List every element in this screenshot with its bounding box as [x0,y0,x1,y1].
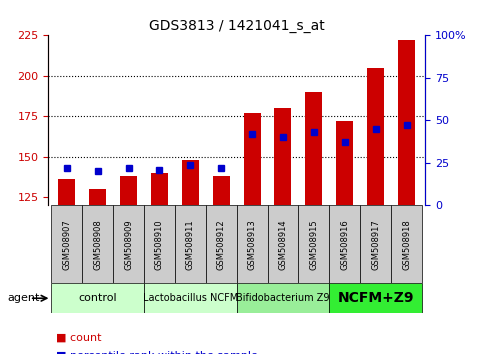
Bar [274,108,291,205]
Bar [213,176,230,205]
Bar [336,121,353,205]
Bar [58,179,75,205]
Bar [367,68,384,205]
Text: GSM508916: GSM508916 [340,219,349,270]
Bar [120,176,137,205]
Text: ■ count: ■ count [56,333,101,343]
Text: ■ percentile rank within the sample: ■ percentile rank within the sample [56,351,257,354]
Bar [182,160,199,205]
Text: NCFM+Z9: NCFM+Z9 [338,291,414,305]
Text: GSM508908: GSM508908 [93,219,102,270]
Bar [268,205,298,283]
Text: GSM508911: GSM508911 [186,219,195,270]
Bar [144,283,237,313]
Text: GSM508909: GSM508909 [124,219,133,270]
Bar [243,113,261,205]
Text: GSM508912: GSM508912 [217,219,226,270]
Bar [82,205,113,283]
Bar [360,205,391,283]
Title: GDS3813 / 1421041_s_at: GDS3813 / 1421041_s_at [149,19,325,33]
Bar [206,205,237,283]
Text: GSM508918: GSM508918 [402,219,411,270]
Bar [151,173,168,205]
Text: GSM508910: GSM508910 [155,219,164,270]
Bar [237,205,268,283]
Text: Bifidobacterium Z9: Bifidobacterium Z9 [236,293,330,303]
Bar [51,283,144,313]
Text: GSM508913: GSM508913 [248,219,256,270]
Bar [329,283,422,313]
Bar [329,205,360,283]
Bar [298,205,329,283]
Text: control: control [78,293,117,303]
Text: GSM508907: GSM508907 [62,219,71,270]
Bar [398,40,415,205]
Bar [391,205,422,283]
Text: Lactobacillus NCFM: Lactobacillus NCFM [142,293,238,303]
Bar [144,205,175,283]
Text: GSM508917: GSM508917 [371,219,380,270]
Text: GSM508915: GSM508915 [310,219,318,270]
Bar [89,189,106,205]
Bar [113,205,144,283]
Text: GSM508914: GSM508914 [279,219,287,270]
Text: agent: agent [7,293,40,303]
Bar [237,283,329,313]
Bar [175,205,206,283]
Bar [305,92,322,205]
Bar [51,205,82,283]
